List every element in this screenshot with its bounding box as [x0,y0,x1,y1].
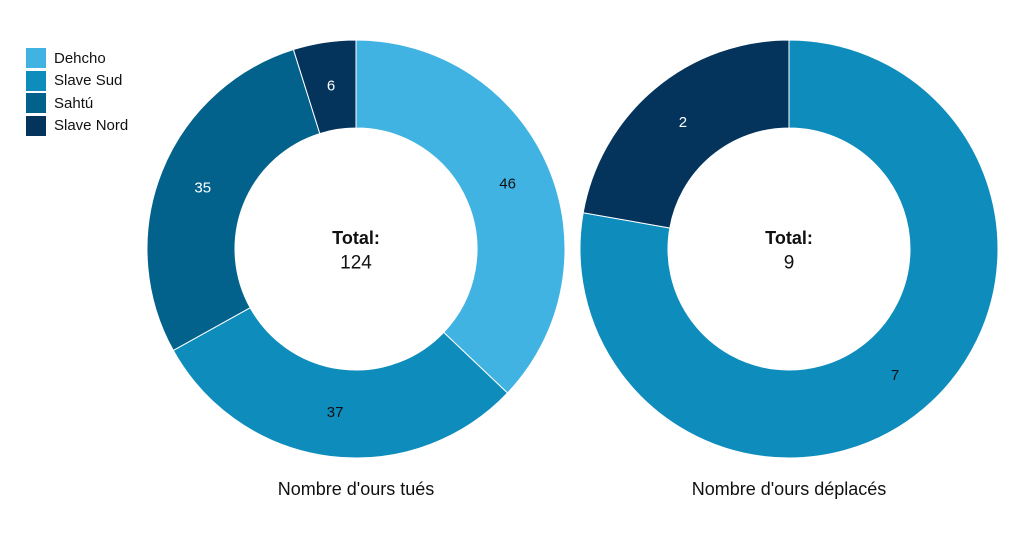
legend-swatch-slave-nord [26,115,46,136]
legend-item-slave-nord: Slave Nord [26,115,128,138]
legend-item-sahtu: Sahtú [26,92,128,115]
legend-item-dehcho: Dehcho [26,47,128,70]
legend-swatch-dehcho [26,48,46,69]
slice-label-chart1-sahtu: 35 [194,179,211,196]
chart-legend: Dehcho Slave Sud Sahtú Slave Nord [26,47,128,137]
slice-chart1-sahtu [146,48,321,352]
slice-chart2-slave-sud [579,39,999,459]
legend-label-slave-nord: Slave Nord [54,117,129,135]
center-total-chart1: 124 [340,253,372,274]
chart-title-1: Nombre d'ours tués [278,479,435,499]
center-total-chart2: 9 [784,253,795,274]
slice-label-chart1-slave-sud: 37 [327,404,344,421]
slice-chart2-slave-nord [582,39,790,229]
legend-item-slave-sud: Slave Sud [26,70,128,93]
slice-label-chart1-dehcho: 46 [499,175,516,192]
legend-label-dehcho: Dehcho [54,49,106,67]
center-label-chart1: Total: [332,228,380,248]
legend-swatch-slave-sud [26,70,46,91]
slice-label-chart1-slave-nord: 6 [327,77,335,94]
slice-chart1-slave-sud [172,307,509,459]
legend-label-sahtu: Sahtú [54,94,94,112]
slice-label-chart2-slave-nord: 2 [679,114,687,131]
slice-chart1-slave-nord [292,39,357,135]
chart-title-2: Nombre d'ours déplacés [692,479,887,499]
legend-swatch-sahtu [26,93,46,114]
center-label-chart2: Total: [765,228,813,248]
legend-label-slave-sud: Slave Sud [54,72,123,90]
slice-chart1-dehcho [355,39,566,394]
slice-label-chart2-slave-sud: 7 [891,367,899,384]
